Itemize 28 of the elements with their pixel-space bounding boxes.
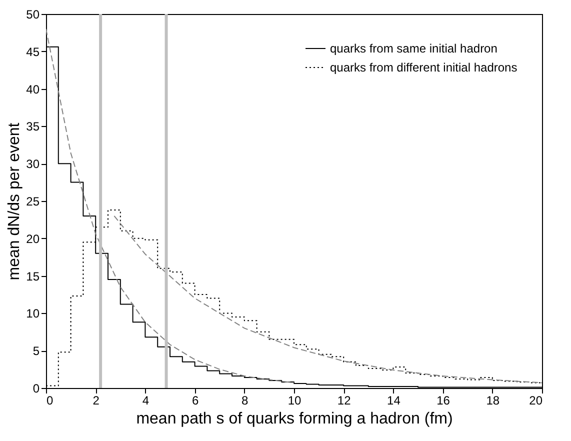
y-tick-label: 40 — [26, 82, 40, 96]
y-tick-label: 30 — [26, 157, 40, 172]
y-tick-label: 50 — [26, 8, 40, 22]
x-tick-label: 6 — [192, 394, 199, 408]
y-tick-label: 45 — [26, 44, 40, 59]
x-tick-label: 0 — [46, 394, 54, 408]
y-tick-label: 25 — [26, 194, 40, 208]
y-axis-title: mean dN/ds per event — [6, 122, 24, 280]
x-tick-label: 4 — [142, 394, 150, 408]
x-tick-label: 10 — [288, 394, 302, 408]
legend-label: quarks from different initial hadrons — [330, 60, 518, 74]
y-tick-label: 0 — [32, 382, 40, 396]
x-tick-label: 8 — [242, 394, 249, 408]
y-tick-label: 35 — [26, 120, 40, 134]
x-tick-label: 14 — [387, 394, 401, 408]
x-tick-label: 18 — [486, 394, 500, 408]
y-tick-label: 5 — [32, 344, 40, 358]
y-tick-label: 20 — [26, 232, 40, 246]
legend-label: quarks from same initial hadron — [330, 42, 498, 56]
x-tick-label: 12 — [337, 394, 352, 408]
y-tick-label: 10 — [26, 306, 40, 321]
x-tick-label: 2 — [92, 394, 100, 408]
x-tick-label: 16 — [436, 394, 450, 408]
x-axis-title: mean path s of quarks forming a hadron (fm) — [136, 410, 453, 428]
line-series — [46, 28, 294, 384]
x-tick-label: 20 — [529, 394, 543, 408]
y-tick-label: 15 — [26, 269, 40, 284]
line-series — [114, 215, 542, 384]
